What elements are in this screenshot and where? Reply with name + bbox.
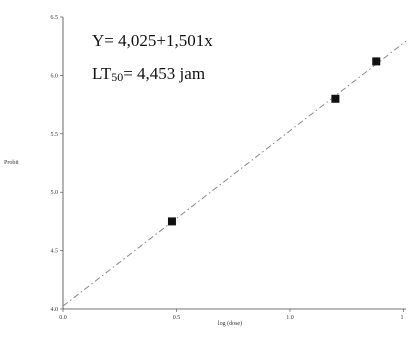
lt-prefix: LT [92, 64, 112, 83]
y-tick-label: 4.5 [51, 249, 59, 255]
x-tick-label: 1 [401, 315, 404, 321]
y-tick-label: 6.5 [51, 15, 59, 21]
regression-equation: Y= 4,025+1,501x [92, 31, 213, 51]
equation-text: Y= 4,025+1,501x [92, 31, 213, 50]
y-tick-label: 6.0 [51, 73, 59, 79]
data-points [167, 57, 381, 226]
y-tick-label: 4.0 [51, 307, 59, 313]
regression-line [62, 40, 407, 307]
y-tick-label: 5.5 [51, 132, 59, 138]
x-tick-label: 1.0 [286, 315, 294, 321]
axis-ticks: 4.0 4.5 5.0 5.5 6.0 6.5 0.0 0.5 1.0 1 [51, 15, 404, 321]
x-tick-label: 0.0 [59, 315, 67, 321]
y-axis-title: Probit [4, 160, 19, 166]
data-point [167, 217, 176, 226]
y-tick-label: 5.0 [51, 190, 59, 196]
data-point [331, 94, 340, 103]
x-tick-label: 0.5 [173, 315, 181, 321]
data-point [372, 57, 381, 66]
lt50-annotation: LT50= 4,453 jam [92, 64, 205, 84]
lt-value: = 4,453 jam [123, 64, 206, 83]
axes [62, 17, 406, 310]
lt-subscript: 50 [111, 70, 124, 84]
trendline-group [62, 40, 407, 307]
x-axis-title: log (dose) [218, 320, 242, 327]
